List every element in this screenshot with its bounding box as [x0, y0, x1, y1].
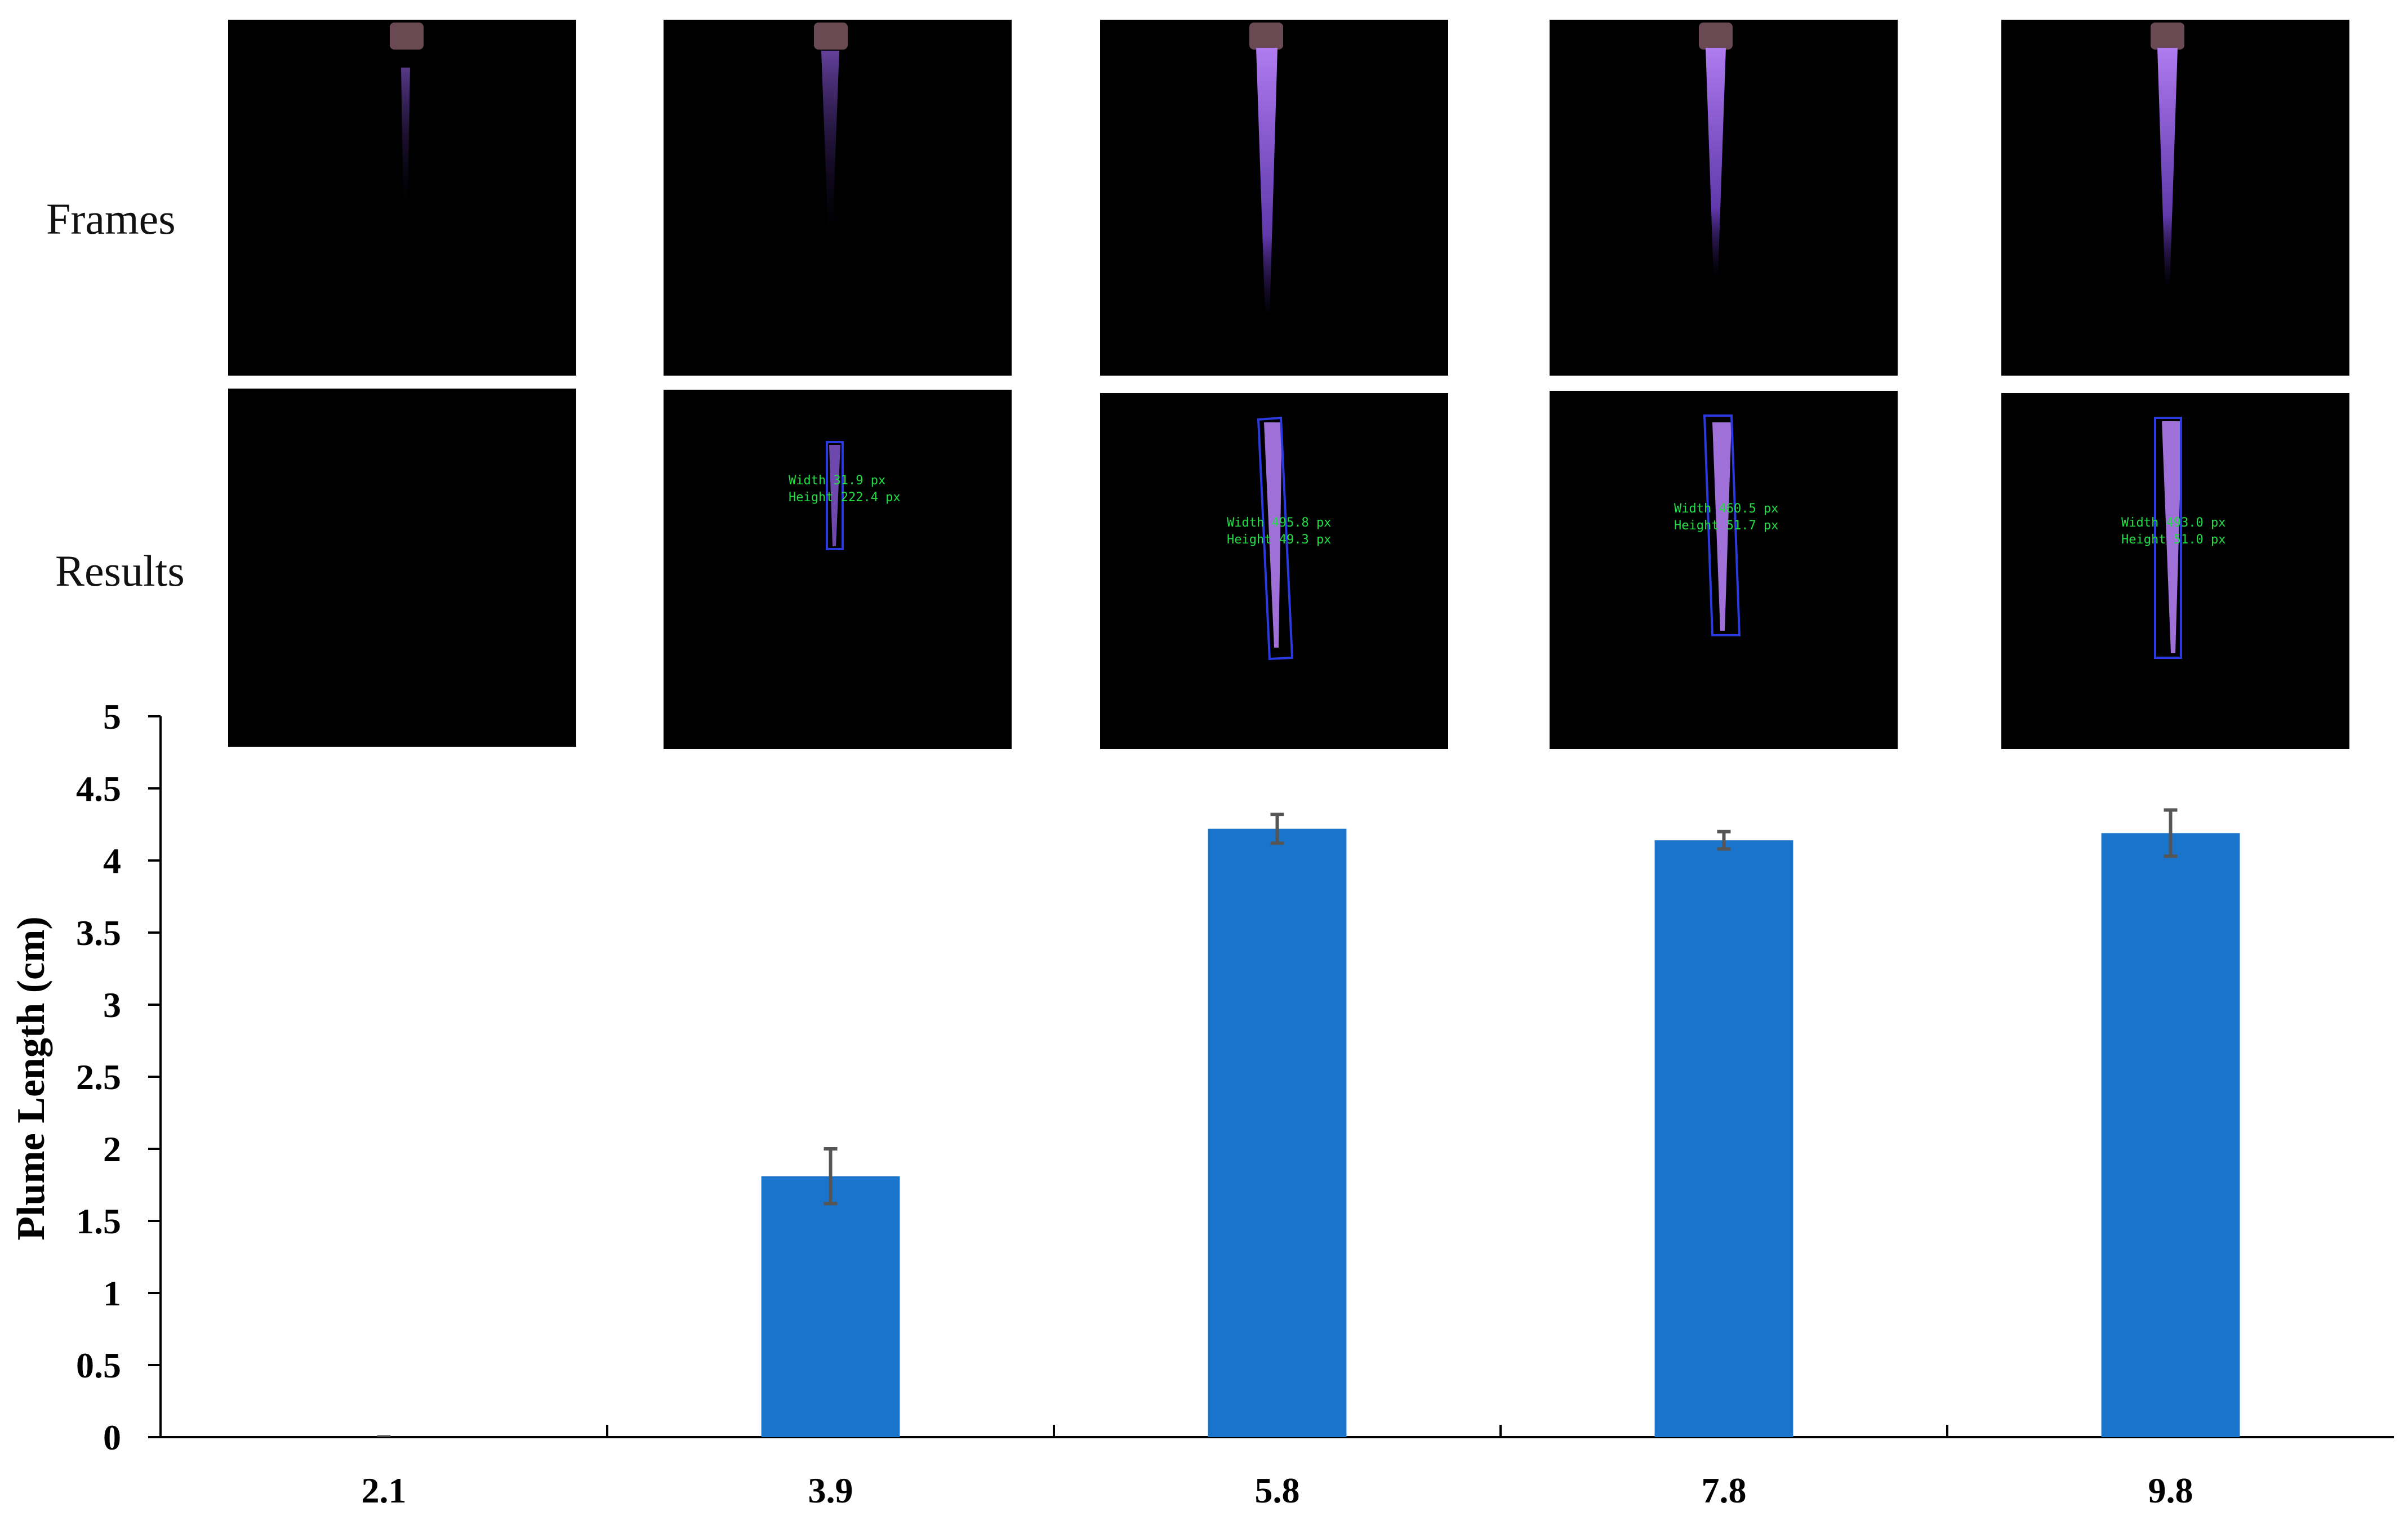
bar: [2101, 833, 2240, 1437]
x-tick-label: 7.8: [1702, 1470, 1747, 1510]
x-tick-labels: 2.1 3.9 5.8 7.8 9.8: [362, 1470, 2193, 1510]
bar: [1208, 828, 1347, 1437]
frame-panel-1: [228, 20, 576, 376]
y-tick-label: 3: [103, 985, 121, 1025]
y-tick-label: 2.5: [76, 1057, 121, 1097]
x-tick-label: 5.8: [1255, 1470, 1300, 1510]
bar: [1654, 840, 1793, 1437]
error-bars: [377, 808, 2178, 1437]
result-5-width-text: Width 493.0 px: [2121, 516, 2225, 530]
result-panel-3: Width 495.8 px Height 49.3 px: [1100, 393, 1448, 749]
result-3-width-text: Width 495.8 px: [1227, 516, 1331, 530]
bar: [761, 1176, 900, 1437]
result-panel-4: Width 460.5 px Height 51.7 px: [1550, 391, 1898, 749]
y-tick-label: 1.5: [76, 1201, 121, 1241]
y-tick-label: 0: [103, 1417, 121, 1457]
y-tick-labels: 0 0.5 1 1.5 2 2.5 3 3.5 4 4.5 5: [76, 697, 121, 1457]
result-2-height-text: Height 222.4 px: [789, 491, 901, 505]
bars: [761, 828, 2240, 1437]
result-5-height-text: Height 51.0 px: [2121, 533, 2225, 547]
result-4-width-text: Width 460.5 px: [1674, 502, 1778, 516]
result-panel-1: [228, 389, 576, 747]
y-tick-label: 2: [103, 1129, 121, 1169]
frame-panel-4: [1550, 20, 1898, 376]
result-4-height-text: Height 51.7 px: [1674, 519, 1778, 533]
y-tick-label: 3.5: [76, 913, 121, 953]
y-tick-label: 4.5: [76, 769, 121, 809]
y-tick-label: 4: [103, 841, 121, 881]
x-tick-label: 9.8: [2148, 1470, 2193, 1510]
frame-panel-3: [1100, 20, 1448, 376]
results-row: Width 31.9 px Height 222.4 px Width 495.…: [228, 389, 2349, 749]
frames-row-label: Frames: [46, 194, 176, 243]
y-tick-label: 5: [103, 697, 121, 737]
x-tick-label: 3.9: [808, 1470, 853, 1510]
results-row-label: Results: [55, 546, 185, 595]
result-panel-2: Width 31.9 px Height 222.4 px: [664, 390, 1012, 749]
y-tick-label: 1: [103, 1273, 121, 1313]
y-tick-label: 0.5: [76, 1345, 121, 1385]
result-3-height-text: Height 49.3 px: [1227, 533, 1331, 547]
bar-chart: Plume Length (cm) 00.511.522.533.544.55 …: [10, 697, 2394, 1510]
frame-panel-5: [2001, 20, 2349, 376]
frames-row: [228, 20, 2349, 376]
frame-panel-2: [664, 20, 1012, 376]
x-tick-label: 2.1: [362, 1470, 407, 1510]
result-panel-5: Width 493.0 px Height 51.0 px: [2001, 393, 2349, 749]
y-axis-label: Plume Length (cm): [10, 916, 53, 1240]
result-2-width-text: Width 31.9 px: [789, 474, 885, 488]
